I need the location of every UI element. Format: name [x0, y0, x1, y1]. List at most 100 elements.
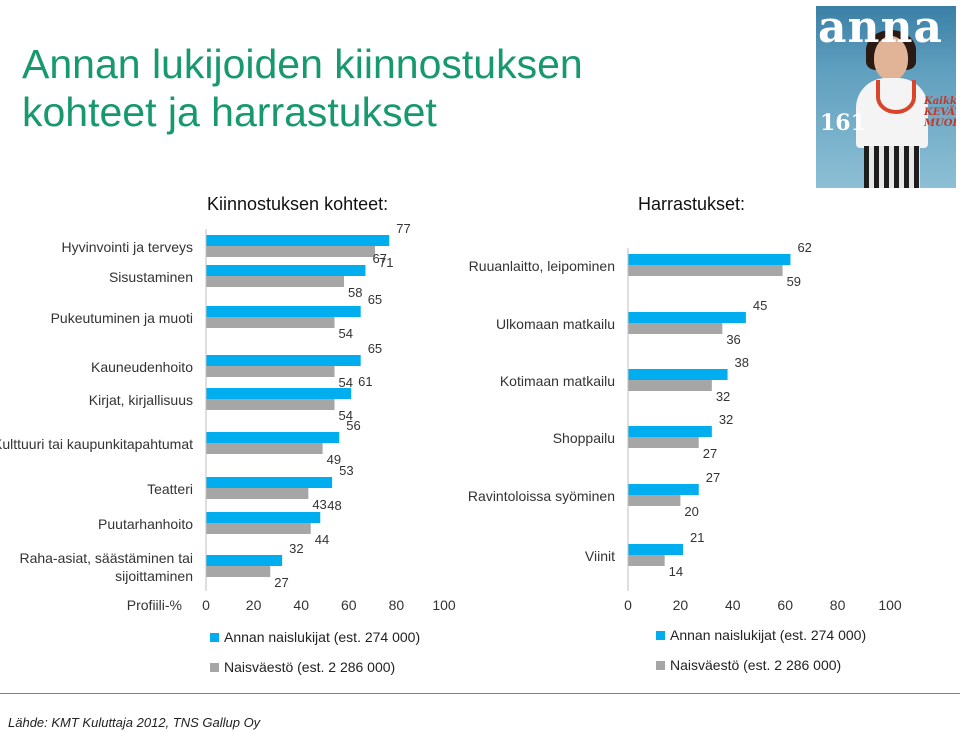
category-label: sijoittaminen	[115, 568, 193, 584]
category-label: Ruuanlaitto, leipominen	[469, 258, 615, 274]
tick-label: 40	[293, 597, 309, 613]
legend-item-readers: Annan naislukijat (est. 274 000)	[210, 628, 420, 646]
source-note: Lähde: KMT Kuluttaja 2012, TNS Gallup Oy	[8, 715, 261, 730]
legend-swatch-population	[210, 662, 219, 672]
data-label-readers: 53	[339, 463, 353, 478]
data-label-readers: 21	[690, 530, 704, 545]
legend-item-readers: Annan naislukijat (est. 274 000)	[656, 626, 866, 644]
legend-item-population: Naisväestö (est. 2 286 000)	[210, 658, 420, 676]
category-label: Raha-asiat, säästäminen tai	[19, 550, 193, 566]
tick-label: 20	[246, 597, 262, 613]
page-title: Annan lukijoiden kiinnostuksen kohteet j…	[22, 40, 782, 136]
tick-label: 0	[202, 597, 210, 613]
data-label-population: 49	[327, 452, 341, 467]
data-label-population: 36	[726, 332, 740, 347]
bar-readers	[206, 265, 366, 276]
data-label-population: 27	[274, 575, 288, 590]
data-label-population: 20	[684, 504, 698, 519]
tick-label: 100	[432, 597, 456, 613]
tick-label: 20	[673, 597, 689, 613]
category-label: Ulkomaan matkailu	[496, 316, 615, 332]
bar-readers	[206, 555, 283, 566]
bar-readers	[206, 432, 340, 443]
bar-readers	[628, 369, 728, 380]
bar-population	[206, 566, 271, 577]
data-label-population: 43	[312, 497, 326, 512]
axis-label: Profiili-%	[127, 597, 182, 613]
data-label-readers: 67	[372, 251, 386, 266]
bar-population	[206, 317, 335, 328]
bar-population	[628, 380, 712, 391]
bar-population	[206, 399, 335, 410]
cover-logo: anna	[818, 6, 943, 53]
right-legend: Annan naislukijat (est. 274 000) Naisväe…	[656, 626, 866, 686]
bar-readers	[206, 512, 321, 523]
cover-number: 161	[820, 110, 866, 136]
bar-readers	[206, 388, 352, 399]
legend-label-readers: Annan naislukijat (est. 274 000)	[224, 629, 421, 645]
legend-swatch-readers	[656, 630, 665, 640]
bar-charts: Hyvinvointi ja terveys 77 71 Sisustaminen 67…	[0, 221, 902, 613]
bar-readers	[206, 355, 361, 366]
legend-label-population: Naisväestö (est. 2 286 000)	[670, 657, 842, 673]
left-legend: Annan naislukijat (est. 274 000) Naisväe…	[210, 628, 420, 688]
data-label-population: 14	[669, 564, 683, 579]
bar-population	[206, 523, 311, 534]
right-chart-title: Harrastukset:	[638, 194, 746, 214]
category-label: Puutarhanhoito	[98, 516, 193, 532]
bar-population	[628, 265, 783, 276]
tick-label: 100	[878, 597, 902, 613]
bar-population	[628, 323, 723, 334]
title-line-2: kohteet ja harrastukset	[22, 89, 437, 135]
tick-label: 80	[830, 597, 846, 613]
data-label-readers: 62	[797, 240, 811, 255]
category-label: Viinit	[585, 548, 615, 564]
tick-label: 60	[777, 597, 793, 613]
data-label-readers: 32	[289, 541, 303, 556]
magazine-cover-image: anna Kaikki KEVÄT-MUODISTA 161	[816, 6, 956, 188]
data-label-population: 27	[703, 446, 717, 461]
data-label-population: 54	[339, 408, 353, 423]
bar-population	[628, 495, 681, 506]
bar-population	[206, 246, 375, 257]
legend-item-population: Naisväestö (est. 2 286 000)	[656, 656, 866, 674]
bar-population	[206, 366, 335, 377]
category-label: Kirjat, kirjallisuus	[89, 392, 193, 408]
tick-label: 60	[341, 597, 357, 613]
data-label-population: 54	[339, 326, 353, 341]
data-label-readers: 32	[719, 412, 733, 427]
bar-population	[628, 437, 699, 448]
left-chart-title: Kiinnostuksen kohteet:	[207, 194, 389, 214]
category-label: Kulttuuri tai kaupunkitapahtumat	[0, 436, 193, 452]
data-label-readers: 38	[735, 355, 749, 370]
cover-model	[856, 30, 928, 188]
category-label: Sisustaminen	[109, 269, 193, 285]
data-label-readers: 65	[368, 341, 382, 356]
tick-label: 80	[389, 597, 405, 613]
footer-divider	[0, 693, 960, 694]
bar-population	[206, 443, 323, 454]
bar-readers	[628, 312, 746, 323]
category-label: Kauneudenhoito	[91, 359, 193, 375]
bar-readers	[628, 426, 712, 437]
data-label-population: 44	[315, 532, 329, 547]
data-label-readers: 48	[327, 498, 341, 513]
legend-label-population: Naisväestö (est. 2 286 000)	[224, 659, 396, 675]
tick-label: 40	[725, 597, 741, 613]
data-label-population: 54	[339, 375, 353, 390]
category-label: Pukeutuminen ja muoti	[51, 310, 193, 326]
title-line-1: Annan lukijoiden kiinnostuksen	[22, 41, 583, 87]
bar-readers	[206, 306, 361, 317]
category-label: Shoppailu	[553, 430, 615, 446]
bar-readers	[628, 544, 684, 555]
cover-headline: Kaikki KEVÄT-MUODISTA	[924, 96, 956, 129]
bar-population	[206, 276, 345, 287]
tick-label: 0	[624, 597, 632, 613]
bar-readers	[206, 477, 333, 488]
data-label-readers: 56	[346, 418, 360, 433]
legend-swatch-population	[656, 660, 665, 670]
category-label: Kotimaan matkailu	[500, 373, 615, 389]
category-label: Ravintoloissa syöminen	[468, 488, 615, 504]
data-label-population: 32	[716, 389, 730, 404]
data-label-population: 58	[348, 285, 362, 300]
